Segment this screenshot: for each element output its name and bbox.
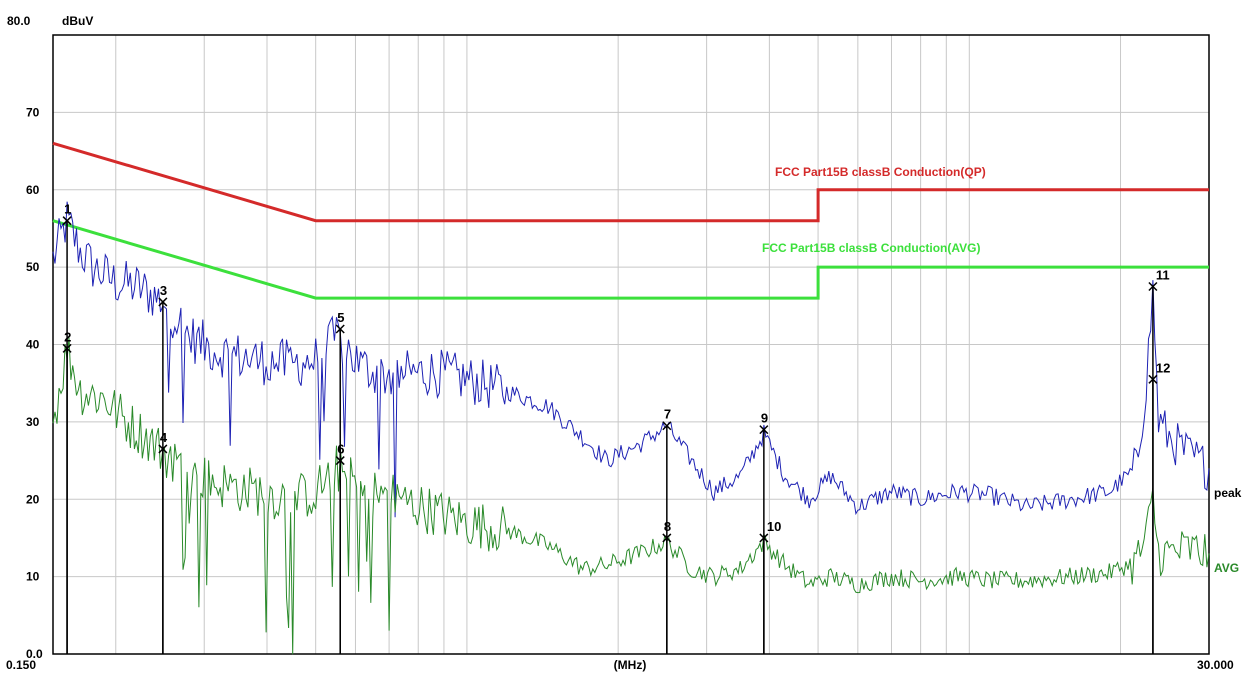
y-tick-label: 40	[26, 338, 40, 352]
marker-label: 10	[767, 519, 781, 534]
plot-frame	[52, 34, 1210, 655]
marker-label: 6	[337, 442, 344, 457]
marker-cross	[759, 425, 769, 435]
y-tick-top: 80.0	[7, 14, 31, 28]
marker-label: 11	[1156, 267, 1170, 282]
marker-cross	[662, 533, 672, 543]
marker-label: 3	[160, 283, 167, 298]
marker-label: 9	[761, 411, 768, 426]
marker-cross	[1148, 374, 1158, 384]
marker-cross	[759, 533, 769, 543]
y-tick-label: 50	[26, 260, 40, 274]
y-tick-label: 10	[26, 570, 40, 584]
marker-label: 12	[1156, 360, 1170, 375]
marker-cross	[158, 444, 168, 454]
peak-series-label: peak	[1214, 486, 1242, 500]
y-tick-label: 70	[26, 105, 40, 119]
y-axis-unit: dBuV	[62, 14, 93, 28]
marker-cross	[335, 456, 345, 466]
y-tick-label: 20	[26, 492, 40, 506]
avg-limit-label: FCC Part15B classB Conduction(AVG)	[762, 241, 980, 255]
marker-label: 7	[664, 407, 671, 422]
marker-label: 4	[160, 430, 168, 445]
marker-cross	[62, 216, 72, 226]
y-tick-label: 60	[26, 183, 40, 197]
marker-cross	[158, 297, 168, 307]
avg-series-line	[52, 337, 1210, 655]
marker-cross	[62, 343, 72, 353]
marker-label: 8	[664, 519, 671, 534]
avg-limit-line	[52, 219, 1209, 300]
x-tick-end: 30.000	[1197, 658, 1234, 672]
marker-cross	[335, 324, 345, 334]
labels: 80.0 dBuV 0.150 (MHz) 30.000 peak AVG FC…	[6, 14, 1242, 672]
marker-label: 2	[64, 329, 71, 344]
y-tick-label: 30	[26, 415, 40, 429]
data-series	[52, 201, 1210, 655]
avg-series-label: AVG	[1214, 561, 1239, 575]
x-axis-unit: (MHz)	[614, 658, 647, 672]
marker-label: 1	[64, 202, 71, 217]
grid	[53, 35, 1209, 654]
marker-cross	[1148, 281, 1158, 291]
qp-limit-label: FCC Part15B classB Conduction(QP)	[775, 165, 986, 179]
marker-cross	[662, 421, 672, 431]
x-tick-start: 0.150	[6, 658, 36, 672]
marker-label: 5	[337, 310, 344, 325]
y-tick-label: 0.0	[26, 647, 43, 661]
limit-lines	[52, 141, 1209, 300]
peak-series-line	[52, 201, 1210, 518]
qp-limit-line	[52, 141, 1209, 223]
